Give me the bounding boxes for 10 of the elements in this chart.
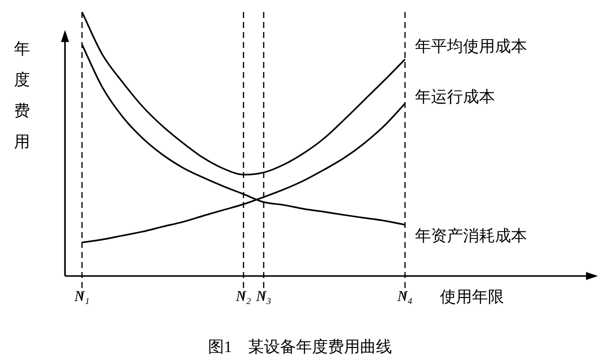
x-tick-label: N₄: [396, 288, 413, 305]
series-label: 年运行成本: [415, 88, 495, 106]
y-axis-title: 年度费用: [14, 41, 30, 152]
series-label: 年资产消耗成本: [415, 226, 527, 245]
x-tick-label: N₃: [255, 288, 272, 305]
text: 图1 某设备年度费用曲线: [208, 338, 392, 356]
x-axis-title: 使用年限: [440, 289, 504, 306]
series-label: 年平均使用成本: [415, 37, 527, 56]
x-tick-label: N₁: [73, 288, 90, 305]
x-tick-label: N₂: [234, 288, 252, 305]
